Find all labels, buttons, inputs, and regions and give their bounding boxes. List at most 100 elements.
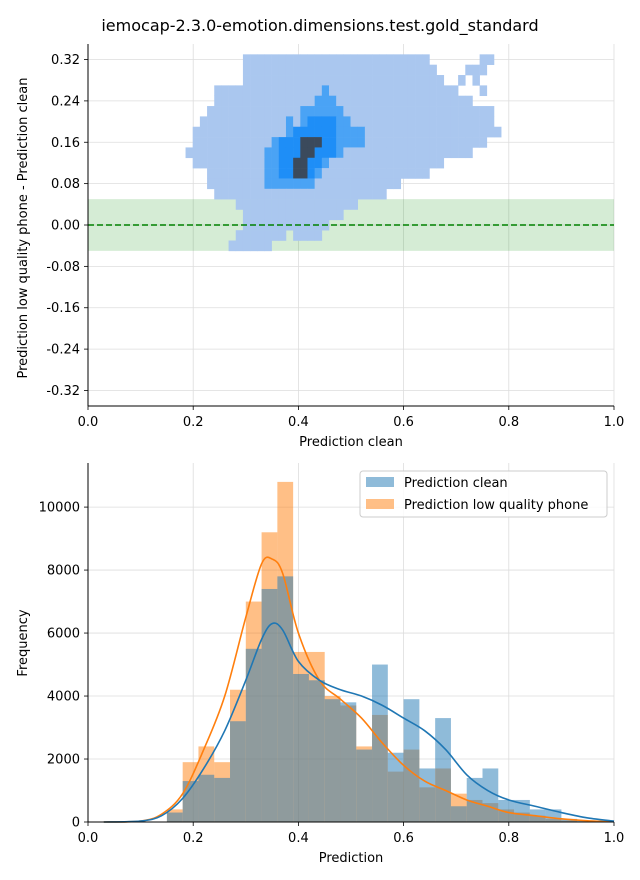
histogram-y-tick-label: 8000 xyxy=(47,564,80,579)
heatmap-cell xyxy=(458,116,466,128)
heatmap-cell xyxy=(257,240,265,252)
legend-box xyxy=(359,470,608,518)
heatmap-cell xyxy=(264,230,272,241)
heatmap-cell xyxy=(329,209,337,221)
heatmap-cell xyxy=(415,147,423,159)
heatmap-cell xyxy=(336,137,344,148)
heatmap-cell xyxy=(379,188,387,200)
heatmap-cell xyxy=(350,137,358,148)
heatmap-cell xyxy=(321,64,330,76)
heatmap-y-tick-label: 0.08 xyxy=(51,177,80,192)
heatmap-cell xyxy=(393,106,402,117)
heatmap-cell xyxy=(372,126,380,138)
heatmap-cell xyxy=(400,106,409,117)
heatmap-cell xyxy=(407,126,416,138)
heatmap-y-tick-label: 0.24 xyxy=(51,94,80,109)
heatmap-cell xyxy=(386,106,394,117)
heatmap-cell xyxy=(400,168,409,179)
heatmap-cell xyxy=(443,116,452,128)
heatmap-cell xyxy=(329,199,337,210)
heatmap-cell xyxy=(300,168,308,179)
heatmap-cell xyxy=(422,95,430,107)
heatmap-cell xyxy=(250,137,258,148)
heatmap-cell xyxy=(415,168,423,179)
heatmap-cell xyxy=(293,209,301,221)
bar-prediction-clean xyxy=(166,812,183,822)
heatmap-cell xyxy=(372,64,380,76)
heatmap-cell xyxy=(429,64,437,76)
heatmap-cell xyxy=(386,54,394,65)
heatmap-cell xyxy=(285,199,294,210)
heatmap-cell xyxy=(242,199,251,210)
heatmap-cell xyxy=(357,126,366,138)
heatmap-cell xyxy=(479,54,488,65)
heatmap-cell xyxy=(314,85,323,97)
heatmap-cell xyxy=(293,85,301,97)
heatmap-cell xyxy=(293,188,301,200)
heatmap-cell xyxy=(307,178,315,190)
heatmap-cell xyxy=(257,178,265,190)
heatmap-cell xyxy=(307,199,315,210)
bar-prediction-clean xyxy=(450,806,467,822)
heatmap-cell xyxy=(400,54,409,65)
heatmap-cell xyxy=(271,178,280,190)
heatmap-cell xyxy=(250,116,258,128)
heatmap-cell xyxy=(307,54,315,65)
heatmap-cell xyxy=(228,168,237,179)
heatmap-cell xyxy=(214,147,222,159)
heatmap-cell xyxy=(336,157,344,169)
heatmap-cell xyxy=(379,106,387,117)
heatmap-cell xyxy=(407,147,416,159)
bar-prediction-clean xyxy=(230,721,246,822)
heatmap-cell xyxy=(293,147,301,159)
heatmap-cell xyxy=(214,106,222,117)
heatmap-cell xyxy=(479,64,488,76)
heatmap-cell xyxy=(214,168,222,179)
heatmap-cell xyxy=(364,147,373,159)
heatmap-cell xyxy=(271,64,280,76)
heatmap-cell xyxy=(364,85,373,97)
heatmap-cell xyxy=(343,168,351,179)
heatmap-cell xyxy=(228,178,237,190)
heatmap-cell xyxy=(343,116,351,128)
heatmap-cell xyxy=(278,75,287,86)
heatmap-cell xyxy=(422,85,430,97)
heatmap-cell xyxy=(271,116,280,128)
heatmap-cell xyxy=(214,178,222,190)
heatmap-cell xyxy=(285,64,294,76)
heatmap-cell xyxy=(307,106,315,117)
heatmap-cell xyxy=(472,106,480,117)
heatmap-cell xyxy=(407,116,416,128)
bar-prediction-clean xyxy=(419,768,436,822)
heatmap-cell xyxy=(472,116,480,128)
heatmap-cell xyxy=(329,168,337,179)
heatmap-cell xyxy=(300,85,308,97)
heatmap-cell xyxy=(379,168,387,179)
heatmap-cell xyxy=(285,75,294,86)
heatmap-cell xyxy=(314,106,323,117)
heatmap-cell xyxy=(357,116,366,128)
heatmap-cell xyxy=(278,106,287,117)
heatmap-cell xyxy=(407,95,416,107)
heatmap-cell xyxy=(207,116,215,128)
heatmap-cell xyxy=(271,157,280,169)
heatmap-cell xyxy=(357,54,366,65)
heatmap-cell xyxy=(364,168,373,179)
histogram-x-tick-label: 1.0 xyxy=(604,831,625,846)
bar-prediction-clean xyxy=(214,777,231,822)
heatmap-cell xyxy=(386,157,394,169)
heatmap-cell xyxy=(271,126,280,138)
heatmap-cell xyxy=(329,157,337,169)
heatmap-cell xyxy=(264,209,272,221)
heatmap-cell xyxy=(285,95,294,107)
heatmap-cell xyxy=(242,64,251,76)
figure-title: iemocap-2.3.0-emotion.dimensions.test.go… xyxy=(101,16,538,36)
bar-prediction-clean xyxy=(293,673,309,822)
heatmap-cell xyxy=(422,106,430,117)
heatmap-cell xyxy=(257,147,265,159)
heatmap-cell xyxy=(336,188,344,200)
heatmap-cell xyxy=(450,106,459,117)
histogram-kde-curves xyxy=(103,556,615,823)
heatmap-cell xyxy=(207,178,215,190)
heatmap-y-tick-label: -0.32 xyxy=(46,384,80,399)
